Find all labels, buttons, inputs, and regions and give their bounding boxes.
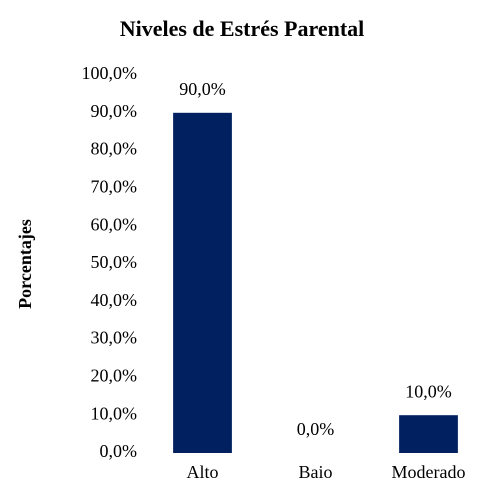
chart-title: Niveles de Estrés Parental	[120, 16, 365, 41]
data-label: 0,0%	[297, 419, 335, 439]
y-tick-label: 50,0%	[91, 252, 138, 272]
bar	[399, 415, 458, 453]
x-tick-label: Alto	[186, 462, 218, 482]
data-label: 10,0%	[405, 381, 452, 401]
y-tick-label: 40,0%	[91, 290, 138, 310]
y-tick-label: 80,0%	[91, 139, 138, 159]
y-tick-label: 0,0%	[100, 441, 138, 461]
y-tick-label: 30,0%	[91, 328, 138, 348]
y-tick-label: 10,0%	[91, 403, 138, 423]
y-tick-label: 70,0%	[91, 177, 138, 197]
y-tick-label: 60,0%	[91, 214, 138, 234]
x-tick-label: Moderado	[392, 462, 466, 482]
x-tick-label: Baio	[299, 462, 333, 482]
y-tick-label: 20,0%	[91, 366, 138, 386]
y-axis-label: Porcentajes	[15, 219, 35, 309]
data-label: 90,0%	[179, 79, 226, 99]
y-tick-label: 90,0%	[91, 101, 138, 121]
bar	[173, 112, 232, 454]
y-tick-label: 100,0%	[82, 63, 138, 83]
